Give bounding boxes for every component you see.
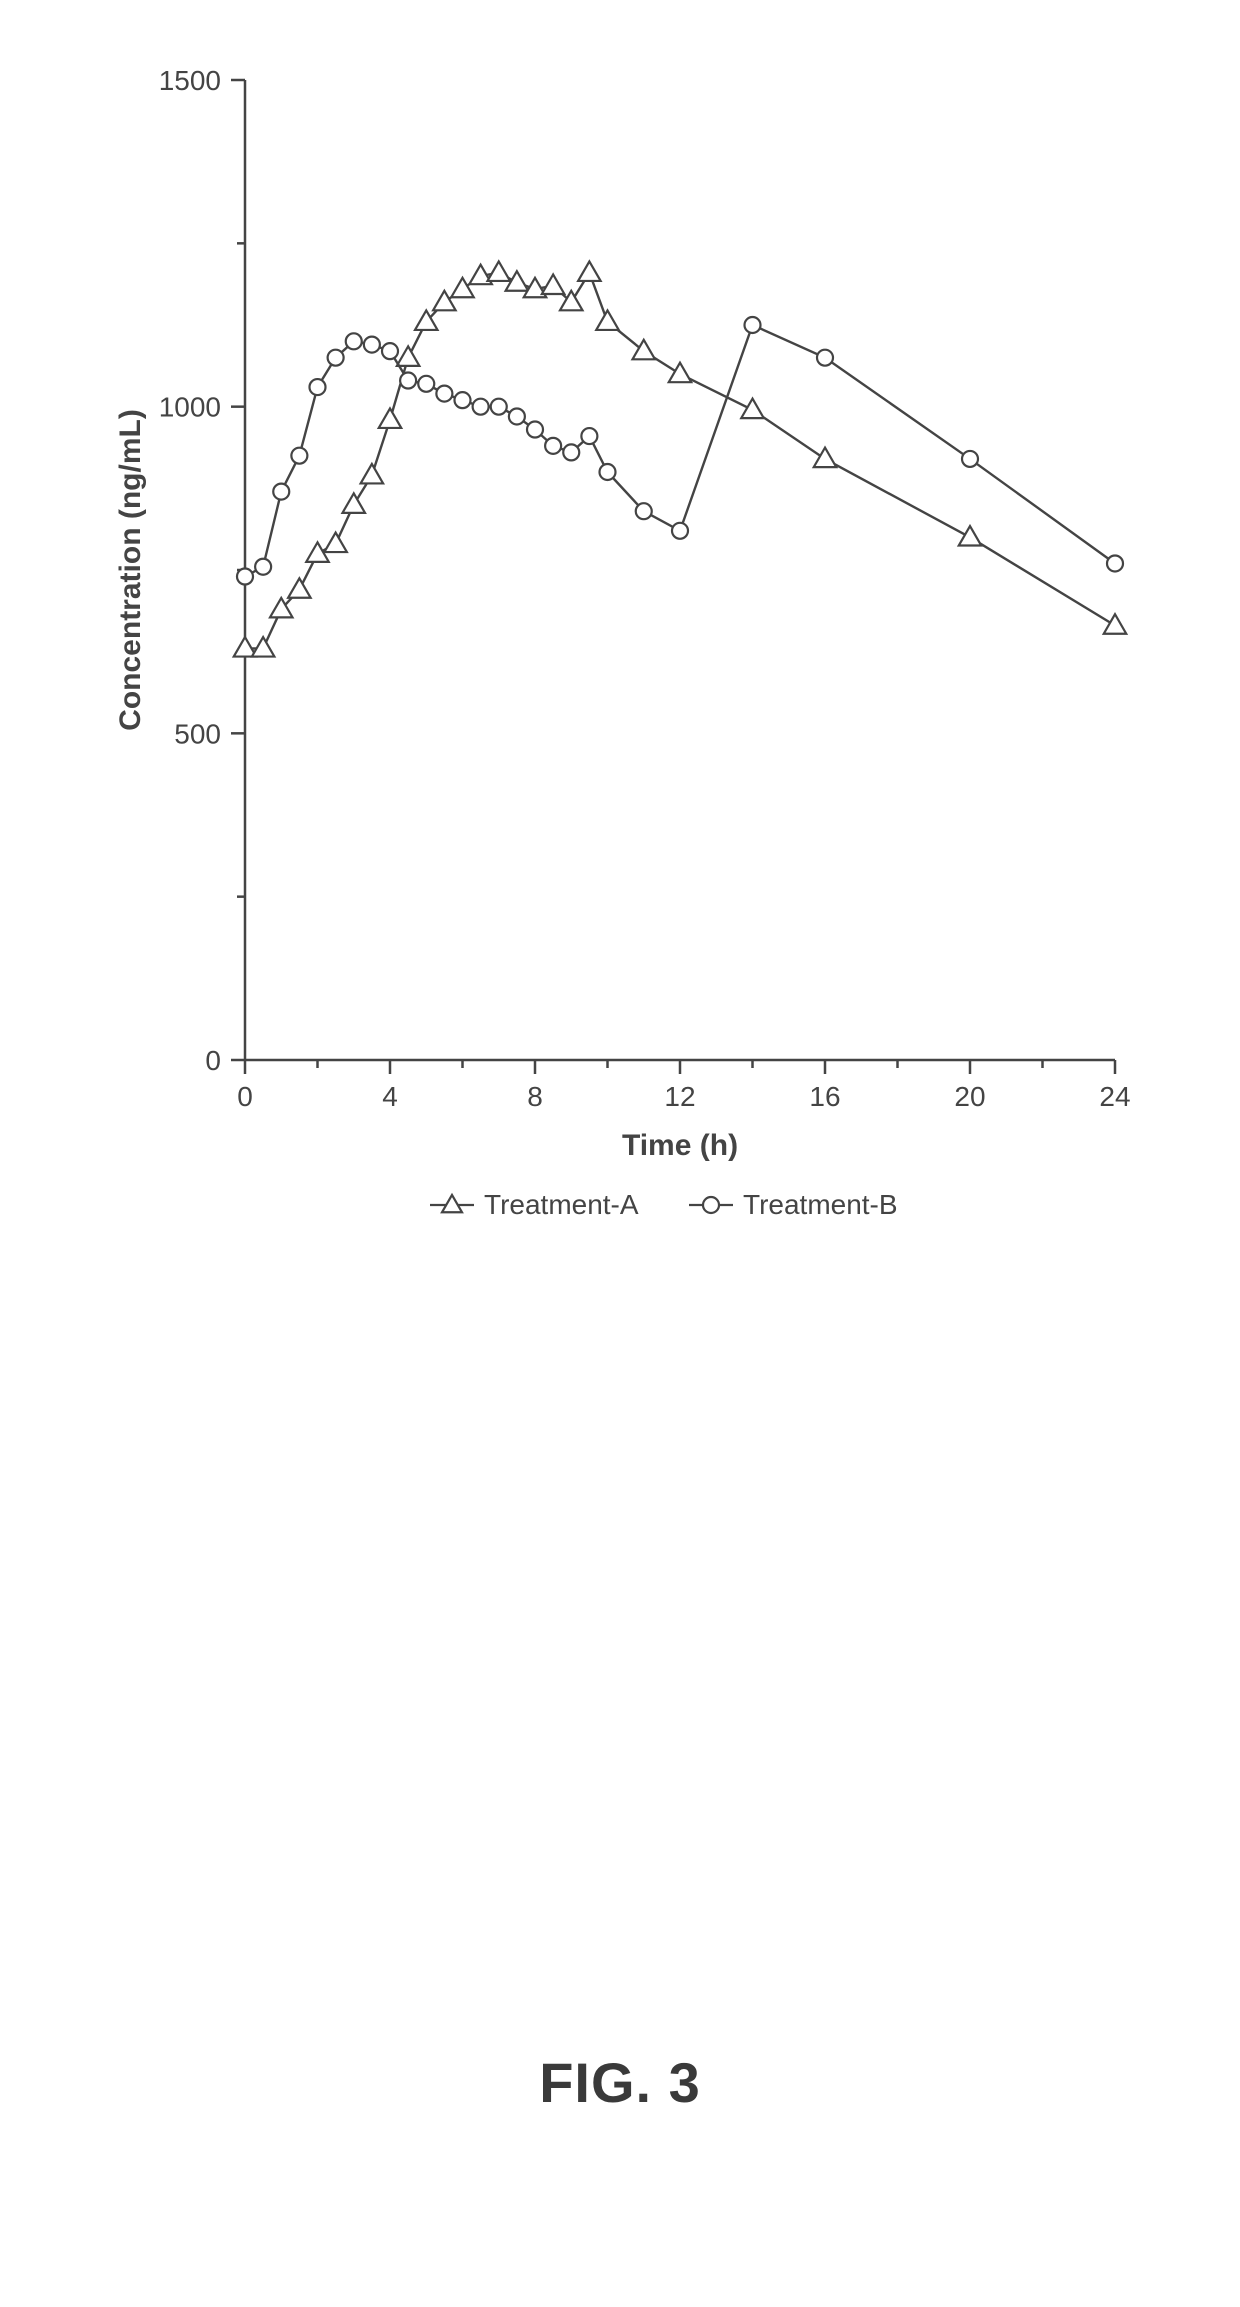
svg-text:500: 500 xyxy=(174,718,221,749)
svg-text:Time (h): Time (h) xyxy=(622,1129,738,1162)
page: 0 500 1000 1500 0 4 8 12 16 20 24 Time (h) Concentra… xyxy=(0,0,1240,2307)
svg-text:Treatment-A: Treatment-A xyxy=(484,1189,639,1220)
svg-text:20: 20 xyxy=(954,1081,985,1112)
concentration-time-chart: 0 500 1000 1500 0 4 8 12 16 20 24 Time (h) Concentra… xyxy=(95,60,1145,1260)
svg-text:4: 4 xyxy=(382,1081,398,1112)
chart-svg: 0 500 1000 1500 0 4 8 12 16 20 24 Time (h) Concentra… xyxy=(95,60,1145,1260)
figure-caption: FIG. 3 xyxy=(0,2050,1240,2115)
svg-text:8: 8 xyxy=(527,1081,543,1112)
svg-text:1000: 1000 xyxy=(159,392,221,423)
svg-text:16: 16 xyxy=(809,1081,840,1112)
svg-text:12: 12 xyxy=(664,1081,695,1112)
svg-text:Treatment-B: Treatment-B xyxy=(743,1189,898,1220)
svg-text:0: 0 xyxy=(237,1081,253,1112)
svg-text:1500: 1500 xyxy=(159,65,221,96)
svg-text:Concentration (ng/mL): Concentration (ng/mL) xyxy=(114,409,147,731)
svg-text:0: 0 xyxy=(205,1045,221,1076)
svg-text:24: 24 xyxy=(1099,1081,1130,1112)
